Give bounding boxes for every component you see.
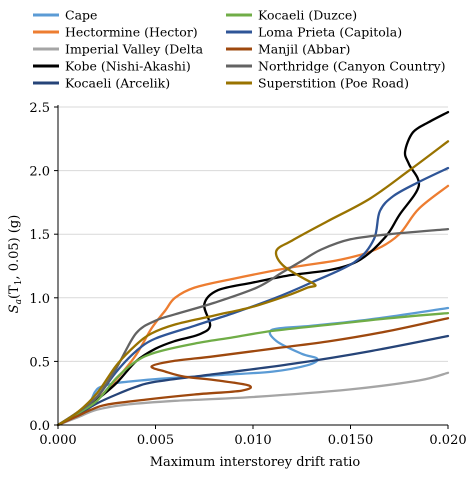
axes: [54, 105, 449, 429]
series-line-3: [56, 110, 450, 427]
legend-label-0: Cape: [65, 8, 97, 23]
y-tick-label-0: 0.0: [29, 419, 50, 434]
tick-labels: 0.000 0.005 0.010 0.0150 0.020 0.0 0.5 1.0 1.5 2.…: [29, 101, 466, 448]
x-axis-title: Maximum interstorey drift ratio: [150, 455, 361, 470]
series-line-9: [56, 140, 450, 427]
series-lines: [56, 110, 450, 427]
x-tick-label-1: 0.005: [137, 433, 174, 448]
y-tick-label-1: 0.5: [29, 355, 50, 370]
y-tick-label-4: 2.0: [29, 165, 50, 180]
y-axis-title-sub: a: [14, 299, 24, 304]
x-tick-label-3: 0.0150: [328, 433, 374, 448]
y-axis-title-main: S: [7, 304, 22, 313]
y-tick-label-5: 2.5: [29, 101, 50, 116]
legend-background: [30, 3, 466, 91]
series-line-5: [56, 311, 450, 427]
legend-label-8: Northridge (Canyon Country): [258, 59, 446, 74]
legend: Cape Hectormine (Hector) Imperial Valley (…: [30, 3, 466, 91]
x-tick-label-0: 0.000: [39, 433, 76, 448]
y-axis-title: Sa(T1, 0.05) (g): [7, 215, 24, 314]
legend-label-3: Kobe (Nishi-Akashi): [65, 59, 191, 74]
y-tick-label-3: 1.5: [29, 228, 50, 243]
legend-label-2: Imperial Valley (Delta: [65, 42, 204, 57]
legend-label-5: Kocaeli (Duzce): [258, 8, 357, 23]
series-line-2: [56, 371, 450, 427]
series-line-0: [56, 306, 450, 427]
series-line-7: [56, 317, 450, 427]
legend-label-7: Manjil (Abbar): [258, 42, 350, 57]
legend-label-9: Superstition (Poe Road): [258, 76, 409, 91]
x-tick-label-2: 0.010: [234, 433, 271, 448]
legend-label-4: Kocaeli (Arcelik): [65, 76, 170, 91]
y-axis-title-sub2: 1: [14, 280, 24, 286]
legend-label-6: Loma Prieta (Capitola): [258, 25, 402, 40]
y-axis-title-rest: (T: [7, 285, 22, 299]
x-tick-label-4: 0.020: [429, 433, 466, 448]
legend-label-1: Hectormine (Hector): [65, 25, 198, 40]
y-tick-label-2: 1.0: [29, 292, 50, 307]
series-line-8: [56, 227, 450, 427]
y-axis-title-tail: , 0.05) (g): [7, 215, 22, 280]
